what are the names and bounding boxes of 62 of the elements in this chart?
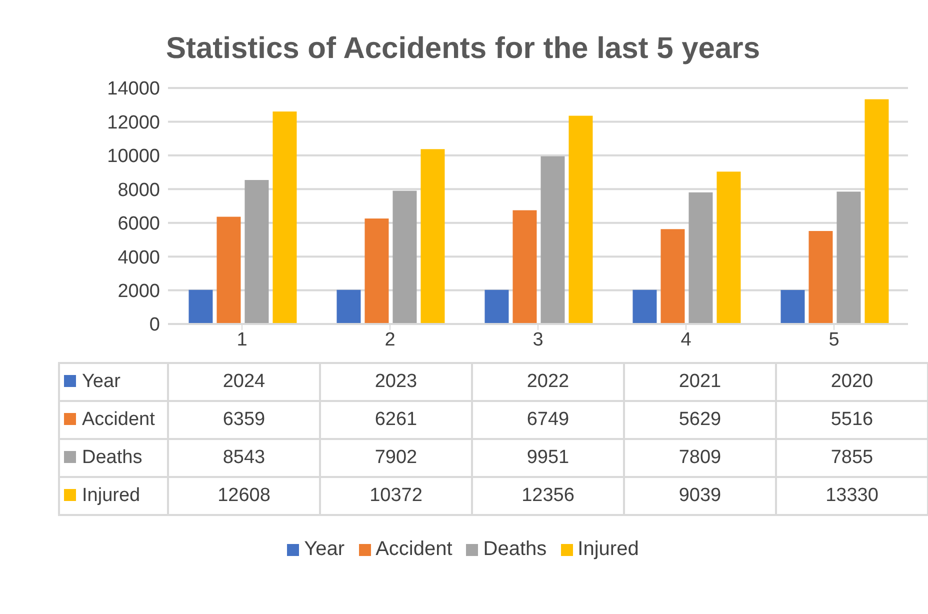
x-tick-label: 1: [236, 329, 248, 350]
bar: [716, 172, 741, 324]
data-label: 7809: [624, 439, 776, 477]
data-label: 2020: [776, 363, 928, 401]
y-tick-label: 2000: [118, 281, 160, 302]
text: Accident: [376, 538, 452, 560]
data-label: 5629: [624, 401, 776, 439]
text: Deaths: [483, 538, 547, 560]
bar: [484, 290, 509, 324]
data-label: 10372: [320, 477, 472, 515]
bar: [540, 156, 565, 324]
data-label: 2023: [320, 363, 472, 401]
y-tick-label: 6000: [118, 214, 160, 235]
bar: [864, 99, 889, 324]
y-tick-label: 10000: [107, 146, 160, 168]
y-tick-label: 14000: [107, 78, 160, 100]
bar: [272, 111, 297, 324]
data-label: 12608: [168, 477, 320, 515]
bar: [336, 290, 361, 324]
data-label: 8543: [168, 439, 320, 477]
x-tick-label: 2: [384, 329, 396, 350]
x-tick-label: 3: [532, 329, 544, 350]
data-label: 2021: [624, 363, 776, 401]
y-tick-label: 8000: [118, 180, 160, 201]
data-label: 6359: [168, 401, 320, 439]
data-label: 2024: [168, 363, 320, 401]
data-label: 7855: [776, 439, 928, 477]
x-tick-label: 5: [828, 329, 840, 350]
bar: [836, 192, 861, 324]
bar: [216, 216, 241, 324]
text: Year: [304, 538, 345, 560]
data-label: 9039: [624, 477, 776, 515]
data-label: 5516: [776, 401, 928, 439]
data-label: 6749: [472, 401, 624, 439]
bar: [392, 190, 417, 324]
text: Injured: [578, 538, 639, 560]
bar: [364, 218, 389, 324]
legend-label: Accident: [59, 401, 168, 439]
y-tick-label: 4000: [118, 247, 160, 268]
y-tick-label: 0: [149, 314, 160, 336]
chart-title: Statistics of Accidents for the last 5 years: [164, 31, 762, 67]
data-label: 9951: [472, 439, 624, 477]
legend-label: Year: [59, 363, 168, 401]
bar: [568, 116, 593, 324]
data-label: 12356: [472, 477, 624, 515]
bar: [512, 210, 537, 324]
bar: [244, 180, 269, 324]
bar: [188, 290, 213, 324]
bar: [632, 290, 657, 324]
bar: [688, 192, 713, 324]
bar: [808, 231, 833, 324]
legend-label: Injured: [59, 477, 168, 515]
data-label: 13330: [776, 477, 928, 515]
data-label: 7902: [320, 439, 472, 477]
data-label: 6261: [320, 401, 472, 439]
legend-label: Deaths: [59, 439, 168, 477]
bar: [660, 229, 685, 324]
bar: [780, 290, 805, 324]
y-tick-label: 12000: [107, 112, 160, 134]
bar: [420, 149, 445, 324]
x-tick-label: 4: [680, 329, 692, 350]
data-label: 2022: [472, 363, 624, 401]
